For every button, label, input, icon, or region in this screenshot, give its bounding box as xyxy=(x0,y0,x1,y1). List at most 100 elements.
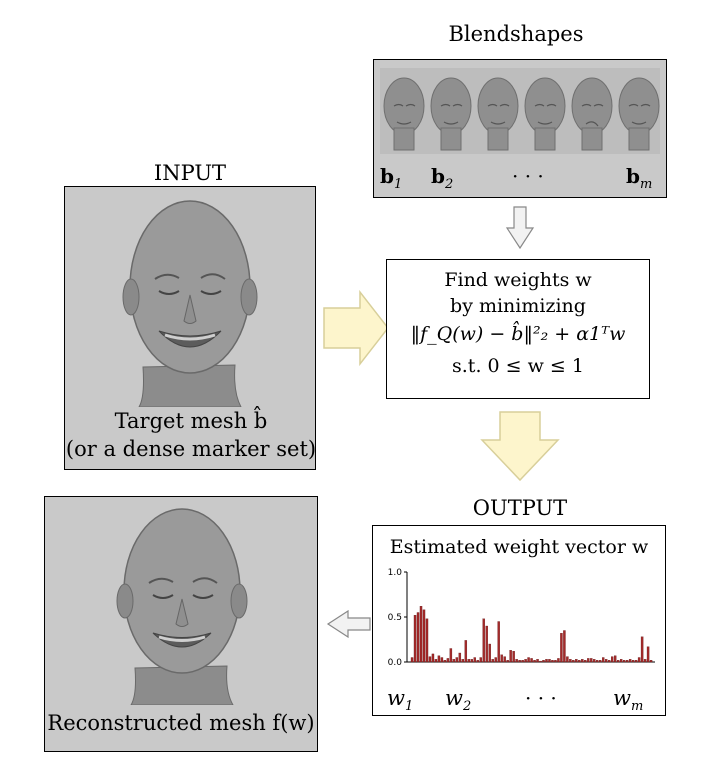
weight-bar xyxy=(649,660,653,663)
weight-bar xyxy=(515,659,518,663)
weight-bar xyxy=(425,618,429,663)
weight-chart: 1.0 0.5 0.0 xyxy=(388,568,655,668)
output-box: Estimated weight vector w 1.0 0.5 0.0 w1 w… xyxy=(372,525,666,716)
blendshape-faces xyxy=(383,77,660,151)
output-box-title: Estimated weight vector w xyxy=(389,536,649,558)
input-title: INPUT xyxy=(153,161,227,185)
weight-bar xyxy=(545,659,548,663)
optimization-box: Find weights w by minimizing ‖f_Q(w) − b… xyxy=(386,259,650,399)
weight-bar xyxy=(643,659,647,663)
weight-bar xyxy=(521,660,524,663)
optimization-constraint: s.t. 0 ≤ w ≤ 1 xyxy=(452,355,584,377)
reconstructed-face-mesh xyxy=(116,508,248,705)
weight-bar xyxy=(622,660,626,663)
optimization-objective: ‖f_Q(w) − b̂‖²₂ + α1ᵀw xyxy=(410,323,626,345)
weight-bar xyxy=(605,659,608,663)
weight-bar xyxy=(422,609,426,663)
optimization-line1: Find weights w xyxy=(444,269,592,291)
weight-bar xyxy=(608,660,611,663)
weight-bar xyxy=(518,660,521,663)
blendshapes-panel: b1 b2 · · · bm xyxy=(373,59,667,198)
weight-bar xyxy=(437,655,441,663)
blendshape-label-b1: b1 xyxy=(380,164,403,192)
weight-bar xyxy=(458,652,462,663)
weight-label-wm: wm xyxy=(613,686,644,715)
weight-bar xyxy=(596,660,599,663)
weight-label-w2: w2 xyxy=(445,686,472,715)
weight-bar xyxy=(557,658,560,663)
weight-bar xyxy=(464,640,468,663)
down-arrow-small xyxy=(505,206,535,250)
weight-bar xyxy=(461,659,465,663)
weight-bar xyxy=(646,646,650,663)
weight-bar xyxy=(563,630,566,663)
output-title: OUTPUT xyxy=(472,496,568,520)
weight-label-w1: w1 xyxy=(387,686,414,715)
weight-bar xyxy=(488,643,491,663)
chart-y-tick-label: 0.5 xyxy=(388,613,402,623)
weight-bar xyxy=(443,660,447,663)
weight-bar xyxy=(578,660,581,663)
weight-bar xyxy=(551,660,554,663)
weight-bar xyxy=(434,659,438,663)
weight-bar xyxy=(530,658,533,663)
weight-bar xyxy=(416,612,420,663)
weight-bar xyxy=(533,660,536,663)
left-arrow-small xyxy=(326,610,371,638)
weight-bar xyxy=(440,657,444,663)
weight-bar xyxy=(476,660,479,663)
blendshape-face-2 xyxy=(430,77,472,151)
weight-bar xyxy=(431,653,435,663)
weight-bar xyxy=(548,659,551,663)
weight-bar xyxy=(572,660,575,663)
chart-y-tick-label: 0.0 xyxy=(388,658,403,668)
input-caption-line1: Target mesh b̂ xyxy=(114,409,268,433)
weight-bar xyxy=(524,659,527,663)
weight-bar xyxy=(503,656,506,663)
weight-bar xyxy=(536,659,539,663)
reconstructed-panel: Reconstructed mesh f(w) xyxy=(44,496,318,752)
optimization-line2: by minimizing xyxy=(450,295,586,317)
weight-bar xyxy=(428,656,432,663)
right-arrow-large xyxy=(323,289,389,367)
blendshape-face-4 xyxy=(524,77,566,151)
blendshape-face-1 xyxy=(383,77,425,151)
weight-bar xyxy=(473,657,476,663)
weight-bar xyxy=(482,618,485,663)
weight-bar xyxy=(452,659,456,663)
weight-bar xyxy=(449,648,453,663)
weight-bar xyxy=(614,655,617,663)
weight-bar xyxy=(602,657,605,663)
weight-bar xyxy=(569,659,572,663)
weight-bar xyxy=(479,657,482,663)
weight-bar xyxy=(554,660,557,663)
weight-bar xyxy=(637,657,641,663)
blendshape-strip xyxy=(380,68,660,154)
blendshape-face-6 xyxy=(618,77,660,151)
weight-bar xyxy=(455,657,459,663)
weight-bar xyxy=(512,651,515,663)
input-panel: Target mesh b̂ (or a dense marker set) xyxy=(64,186,316,470)
weight-bar xyxy=(506,660,509,663)
weight-bar xyxy=(581,659,584,663)
blendshape-face-3 xyxy=(477,77,519,151)
weight-bar xyxy=(587,658,590,663)
weight-bar xyxy=(485,625,488,663)
weight-bar xyxy=(560,633,563,663)
weight-bar xyxy=(619,659,623,663)
target-face-mesh xyxy=(122,200,258,407)
weight-bar xyxy=(446,658,450,663)
blendshape-face-5 xyxy=(571,77,613,151)
weight-bar xyxy=(467,659,471,663)
weight-bar xyxy=(509,650,512,663)
weight-bar xyxy=(539,660,542,663)
weight-bar xyxy=(584,660,587,663)
weight-bar xyxy=(628,659,632,663)
weight-bar xyxy=(470,659,473,663)
weight-bar xyxy=(590,658,593,663)
weight-bar xyxy=(497,621,500,663)
down-arrow-large xyxy=(480,411,560,482)
input-caption-line2: (or a dense marker set) xyxy=(65,437,317,461)
weight-bar xyxy=(634,660,638,663)
weight-bar xyxy=(625,660,629,663)
